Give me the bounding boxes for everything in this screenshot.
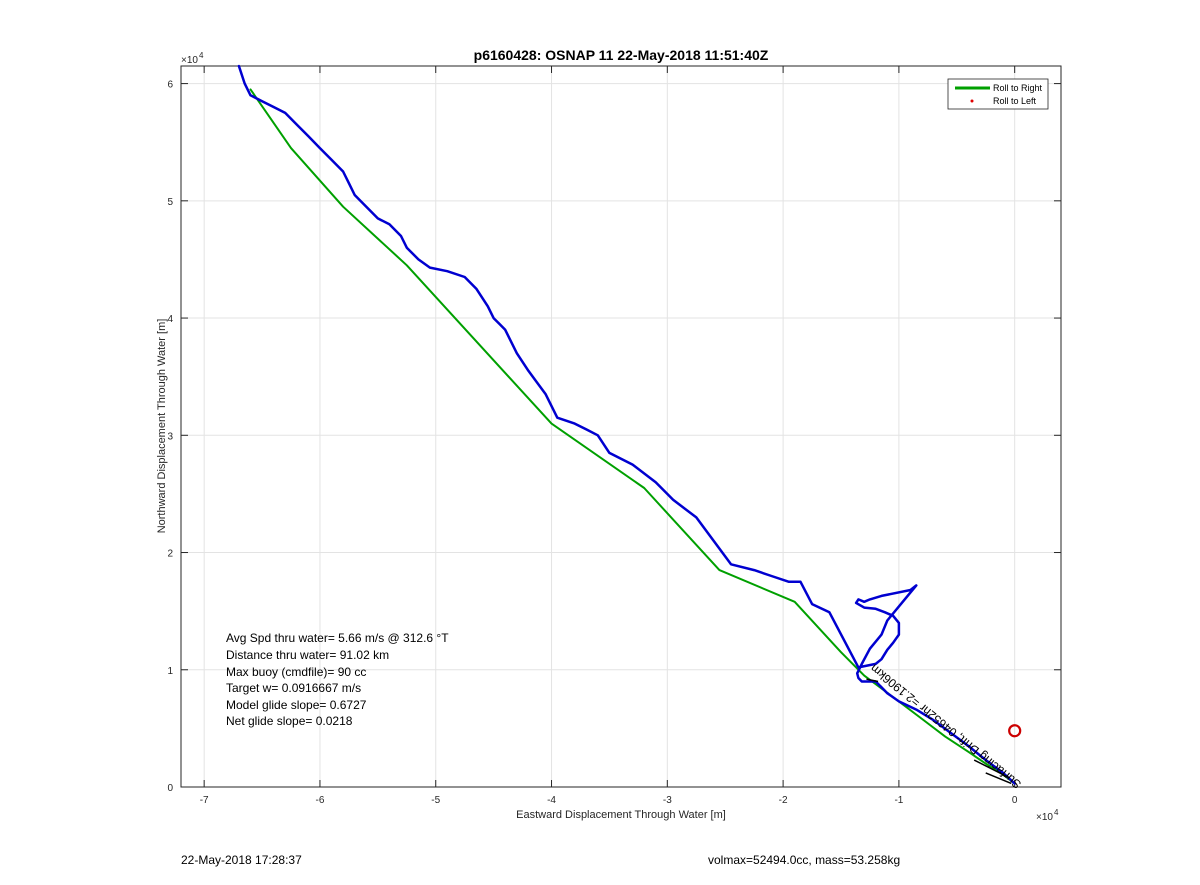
legend: Roll to Right Roll to Left xyxy=(947,78,1049,110)
x-axis-label: Eastward Displacement Through Water [m] xyxy=(516,809,726,821)
series-line-roll-right xyxy=(249,88,1016,785)
y-tick-label: 0 xyxy=(167,783,173,794)
x-tick-label: -2 xyxy=(779,795,788,806)
y-tick-label: 3 xyxy=(167,431,173,442)
annotation-model-glide: Model glide slope= 0.6727 xyxy=(226,698,367,712)
footer-right-params: volmax=52494.0cc, mass=53.258kg xyxy=(708,853,901,867)
drift-arrow-segment xyxy=(985,772,1012,785)
x-tick-label: -6 xyxy=(315,795,324,806)
y-tick-label: 5 xyxy=(167,197,173,208)
annotation-block: Avg Spd thru water= 5.66 m/s @ 312.6 °T … xyxy=(226,631,449,728)
y-axis-label: Northward Displacement Through Water [m] xyxy=(156,319,168,534)
x-exponent: ×10 4 xyxy=(1036,808,1059,823)
x-tick-label: -1 xyxy=(894,795,903,806)
y-tick-label: 6 xyxy=(167,80,173,91)
extra-marks xyxy=(866,678,1022,785)
x-tick-label: -4 xyxy=(547,795,556,806)
legend-label-roll-left: Roll to Left xyxy=(993,96,1037,106)
axis-ticks: -7 -6 -5 -4 -3 -2 -1 0 0 1 2 3 4 5 6 xyxy=(167,66,1061,806)
y-tick-label: 1 xyxy=(167,666,173,677)
annotation-target-w: Target w= 0.0916667 m/s xyxy=(226,681,361,695)
y-exponent-power: 4 xyxy=(199,51,204,60)
y-exponent-base: ×10 xyxy=(181,55,198,66)
x-tick-label: -5 xyxy=(431,795,440,806)
footer-left-timestamp: 22-May-2018 17:28:37 xyxy=(181,853,302,867)
y-tick-label: 2 xyxy=(167,549,173,560)
annotation-distance: Distance thru water= 91.02 km xyxy=(226,648,389,662)
series-group xyxy=(237,64,1016,785)
annotation-avg-speed: Avg Spd thru water= 5.66 m/s @ 312.6 °T xyxy=(226,631,449,645)
legend-label-roll-right: Roll to Right xyxy=(993,83,1043,93)
rotated-drift-annotation: Surfacing Drift; 04652hr =2.1906km xyxy=(868,661,1024,791)
chart-title: p6160428: OSNAP 11 22-May-2018 11:51:40Z xyxy=(474,47,769,63)
grid xyxy=(181,66,1061,788)
annotation-max-buoy: Max buoy (cmdfile)= 90 cc xyxy=(226,665,366,679)
x-tick-label: -3 xyxy=(663,795,672,806)
surface-circle-marker xyxy=(1008,724,1022,738)
x-exponent-power: 4 xyxy=(1054,808,1059,817)
x-exponent-base: ×10 xyxy=(1036,812,1053,823)
y-exponent: ×10 4 xyxy=(181,51,204,66)
legend-box xyxy=(947,78,1049,110)
x-tick-label: 0 xyxy=(1012,795,1018,806)
series-line-track xyxy=(237,64,1016,785)
legend-swatch-roll-left xyxy=(970,99,974,103)
plot-area-frame xyxy=(180,65,1062,788)
x-tick-label: -7 xyxy=(200,795,209,806)
drift-arrow-segment xyxy=(973,759,1010,779)
drift-arrow-segment xyxy=(866,678,879,683)
annotation-net-glide: Net glide slope= 0.0218 xyxy=(226,714,353,728)
y-tick-label: 4 xyxy=(167,314,173,325)
